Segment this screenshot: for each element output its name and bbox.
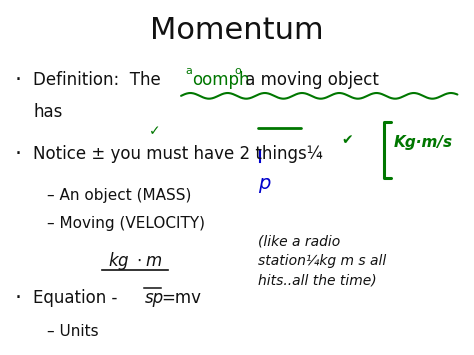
Text: has: has bbox=[33, 103, 63, 121]
Text: – Units: – Units bbox=[47, 324, 99, 339]
Text: $\mathit{kg}\ \cdot \mathit{m}$: $\mathit{kg}\ \cdot \mathit{m}$ bbox=[108, 250, 162, 272]
Text: Equation -: Equation - bbox=[33, 289, 128, 307]
Text: ·: · bbox=[14, 144, 21, 164]
Text: ·: · bbox=[14, 288, 21, 308]
Text: a: a bbox=[186, 66, 193, 76]
Text: Definition:  The: Definition: The bbox=[33, 71, 166, 89]
Text: Kg·m/s: Kg·m/s bbox=[393, 135, 453, 149]
Text: ✔: ✔ bbox=[341, 133, 353, 147]
Text: – Moving (VELOCITY): – Moving (VELOCITY) bbox=[47, 216, 205, 231]
Text: (like a radio
station¼kg m s all
hits..all the time): (like a radio station¼kg m s all hits..a… bbox=[258, 234, 387, 287]
Text: =mv: =mv bbox=[161, 289, 201, 307]
Text: Notice ± you must have 2 things¼: Notice ± you must have 2 things¼ bbox=[33, 146, 323, 163]
Text: sp: sp bbox=[145, 289, 164, 307]
Text: o: o bbox=[235, 66, 241, 76]
Text: Momentum: Momentum bbox=[150, 16, 324, 45]
Text: ✓: ✓ bbox=[149, 124, 161, 138]
Text: ·: · bbox=[14, 70, 21, 90]
Text: – An object (MASS): – An object (MASS) bbox=[47, 188, 192, 203]
Text: a moving object: a moving object bbox=[240, 71, 379, 89]
Text: p: p bbox=[258, 174, 271, 193]
Text: oomph: oomph bbox=[192, 71, 250, 89]
